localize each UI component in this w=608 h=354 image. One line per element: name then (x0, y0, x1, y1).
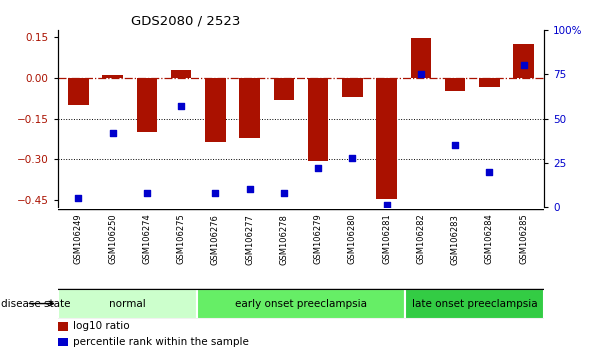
Point (210, 190, 220, 196)
Text: GSM106284: GSM106284 (485, 214, 494, 264)
Text: GSM106285: GSM106285 (519, 214, 528, 264)
Text: GSM106282: GSM106282 (416, 214, 426, 264)
Point (176, 103, 186, 109)
Bar (274, 78, 294, 99)
Point (108, 130, 117, 136)
Bar (405, 289, 544, 319)
Text: GSM106280: GSM106280 (348, 214, 357, 264)
Bar (171, 70, 192, 78)
Text: GSM106250: GSM106250 (108, 214, 117, 264)
Bar (342, 78, 362, 97)
Point (382, 202, 392, 208)
Text: GSM106249: GSM106249 (74, 214, 83, 264)
Text: GSM106275: GSM106275 (176, 214, 185, 264)
Bar (240, 78, 260, 138)
Text: late onset preeclampsia: late onset preeclampsia (412, 298, 537, 309)
Text: GSM106279: GSM106279 (314, 214, 323, 264)
Bar (410, 38, 431, 78)
Point (74, 195, 83, 201)
Bar (137, 78, 157, 132)
Point (485, 169, 494, 175)
Point (313, 165, 323, 171)
Text: GSM106274: GSM106274 (142, 214, 151, 264)
Point (142, 190, 151, 196)
Bar (513, 44, 534, 78)
Text: GSM106281: GSM106281 (382, 214, 391, 264)
Bar (58, 322, 69, 331)
Bar (445, 78, 465, 91)
Point (279, 190, 289, 196)
Bar (308, 78, 328, 161)
Bar (205, 78, 226, 142)
Bar (479, 78, 500, 87)
Text: log10 ratio: log10 ratio (74, 321, 130, 331)
Bar (58, 289, 197, 319)
Bar (376, 78, 397, 199)
Text: disease state: disease state (1, 298, 71, 309)
Point (451, 142, 460, 148)
Text: GSM106276: GSM106276 (211, 214, 220, 264)
Bar (68, 78, 89, 105)
Point (519, 63, 528, 68)
Text: GSM106278: GSM106278 (279, 214, 288, 264)
Text: GSM106277: GSM106277 (245, 214, 254, 264)
Text: percentile rank within the sample: percentile rank within the sample (74, 337, 249, 347)
Point (348, 155, 358, 160)
Bar (58, 337, 69, 346)
Text: GSM106283: GSM106283 (451, 214, 460, 264)
Bar (197, 289, 405, 319)
Point (244, 187, 254, 192)
Text: GDS2080 / 2523: GDS2080 / 2523 (131, 14, 240, 27)
Point (416, 72, 426, 77)
Text: early onset preeclampsia: early onset preeclampsia (235, 298, 367, 309)
Bar (102, 75, 123, 78)
Text: normal: normal (109, 298, 146, 309)
